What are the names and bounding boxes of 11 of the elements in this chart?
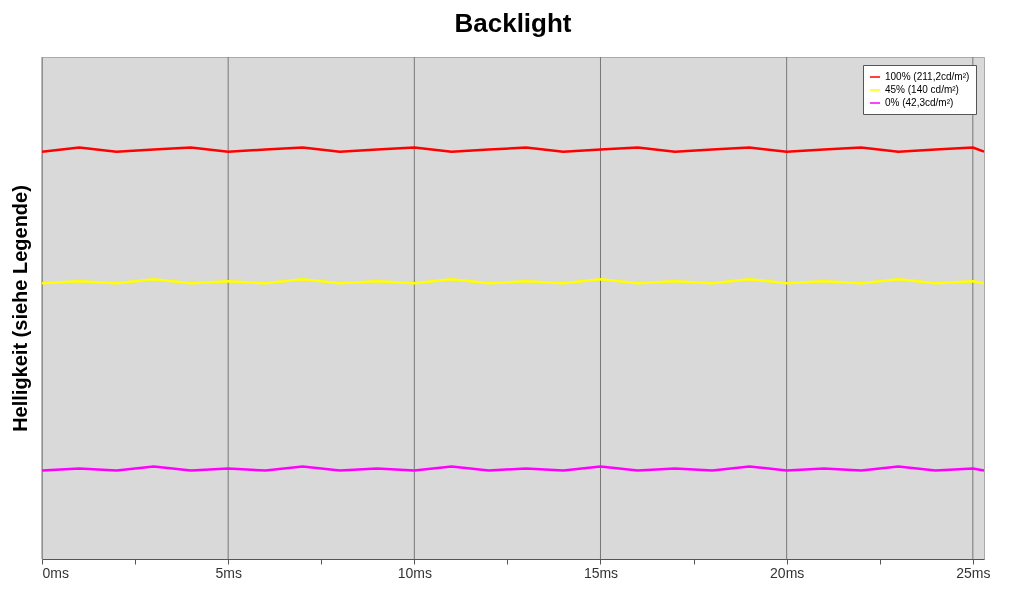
x-tick-label: 20ms: [770, 564, 805, 581]
x-tick-label: 25ms: [956, 564, 991, 581]
legend-label: 100% (211,2cd/m²): [885, 71, 970, 82]
legend-label: 45% (140 cd/m²): [885, 84, 959, 95]
x-tick-label: 0ms: [42, 564, 69, 581]
x-tick-label: 10ms: [397, 564, 432, 581]
legend-label: 0% (42,3cd/m²): [885, 97, 954, 108]
x-tick-label: 15ms: [583, 564, 619, 581]
x-tick-label: 5ms: [215, 564, 242, 581]
chart-title: Backlight: [454, 7, 572, 38]
y-axis-title: Helligkeit (siehe Legende): [8, 185, 31, 432]
